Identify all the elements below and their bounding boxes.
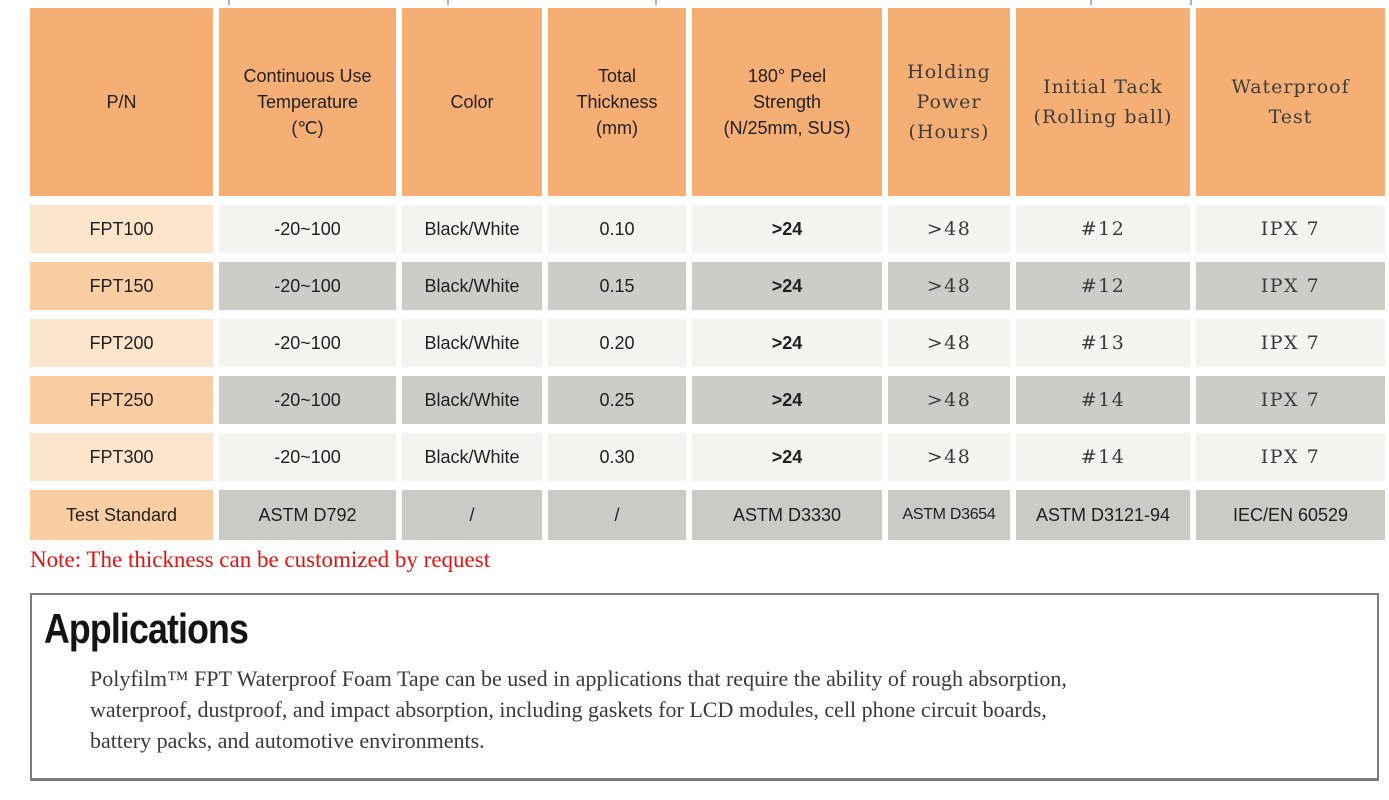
header-cell-waterproof: Waterproof Test <box>1196 8 1385 196</box>
cell-footer-tack: ASTM D3121-94 <box>1016 490 1190 540</box>
cell-row3-temperature: -20~100 <box>219 376 396 424</box>
cell-row3-holding: >48 <box>888 376 1010 424</box>
cell-row0-temperature: -20~100 <box>219 205 396 253</box>
cell-row3-pn: FPT250 <box>30 376 213 424</box>
applications-body-line: waterproof, dustproof, and impact absorp… <box>90 697 1047 722</box>
header-cell-holding: Holding Power (Hours) <box>888 8 1010 196</box>
cell-row1-pn: FPT150 <box>30 262 213 310</box>
cell-row1-holding: >48 <box>888 262 1010 310</box>
cell-row2-tack: #13 <box>1016 319 1190 367</box>
cell-row2-holding: >48 <box>888 319 1010 367</box>
applications-body-line: Polyfilm™ FPT Waterproof Foam Tape can b… <box>90 666 1067 691</box>
cell-row4-tack: #14 <box>1016 433 1190 481</box>
top-edge-artifact-tick <box>1190 0 1192 5</box>
cell-row2-color: Black/White <box>402 319 542 367</box>
cell-footer-color: / <box>402 490 542 540</box>
cell-row0-color: Black/White <box>402 205 542 253</box>
cell-row0-waterproof: IPX 7 <box>1196 205 1385 253</box>
cell-row2-temperature: -20~100 <box>219 319 396 367</box>
cell-footer-pn: Test Standard <box>30 490 213 540</box>
top-edge-artifact-tick <box>655 0 657 5</box>
cell-row0-holding: >48 <box>888 205 1010 253</box>
header-cell-peel: 180° Peel Strength (N/25mm, SUS) <box>692 8 882 196</box>
cell-row4-color: Black/White <box>402 433 542 481</box>
cell-row2-thickness: 0.20 <box>548 319 686 367</box>
cell-row1-peel: >24 <box>692 262 882 310</box>
cell-row3-thickness: 0.25 <box>548 376 686 424</box>
cell-row3-peel: >24 <box>692 376 882 424</box>
cell-footer-temperature: ASTM D792 <box>219 490 396 540</box>
cell-row3-waterproof: IPX 7 <box>1196 376 1385 424</box>
cell-row0-thickness: 0.10 <box>548 205 686 253</box>
cell-row4-temperature: -20~100 <box>219 433 396 481</box>
header-cell-pn: P/N <box>30 8 213 196</box>
header-cell-color: Color <box>402 8 542 196</box>
note-text: Note: The thickness can be customized by… <box>30 547 491 572</box>
cell-footer-holding: ASTM D3654 <box>888 490 1010 540</box>
cell-row4-thickness: 0.30 <box>548 433 686 481</box>
top-edge-artifact-tick <box>447 0 449 5</box>
cell-row1-temperature: -20~100 <box>219 262 396 310</box>
header-cell-tack: Initial Tack (Rolling ball) <box>1016 8 1190 196</box>
applications-title: Applications <box>44 605 249 652</box>
header-cell-thickness: Total Thickness (mm) <box>548 8 686 196</box>
cell-row3-tack: #14 <box>1016 376 1190 424</box>
cell-footer-waterproof: IEC/EN 60529 <box>1196 490 1385 540</box>
cell-row2-pn: FPT200 <box>30 319 213 367</box>
cell-row4-pn: FPT300 <box>30 433 213 481</box>
cell-row1-tack: #12 <box>1016 262 1190 310</box>
cell-footer-peel: ASTM D3330 <box>692 490 882 540</box>
cell-row4-peel: >24 <box>692 433 882 481</box>
cell-row4-waterproof: IPX 7 <box>1196 433 1385 481</box>
top-edge-artifact-tick <box>228 0 230 5</box>
applications-body-line: battery packs, and automotive environmen… <box>90 728 485 753</box>
cell-row2-waterproof: IPX 7 <box>1196 319 1385 367</box>
cell-row0-peel: >24 <box>692 205 882 253</box>
cell-row0-pn: FPT100 <box>30 205 213 253</box>
cell-row2-peel: >24 <box>692 319 882 367</box>
cell-row0-tack: #12 <box>1016 205 1190 253</box>
cell-row1-thickness: 0.15 <box>548 262 686 310</box>
spec-table: P/N Continuous Use Temperature (℃) Color… <box>30 8 1385 540</box>
header-cell-temperature: Continuous Use Temperature (℃) <box>219 8 396 196</box>
applications-body: Polyfilm™ FPT Waterproof Foam Tape can b… <box>90 663 1377 756</box>
applications-section: Applications Polyfilm™ FPT Waterproof Fo… <box>30 593 1379 781</box>
cell-footer-thickness: / <box>548 490 686 540</box>
top-edge-artifact-tick <box>1090 0 1092 5</box>
cell-row3-color: Black/White <box>402 376 542 424</box>
cell-row1-color: Black/White <box>402 262 542 310</box>
cell-row4-holding: >48 <box>888 433 1010 481</box>
cell-row1-waterproof: IPX 7 <box>1196 262 1385 310</box>
